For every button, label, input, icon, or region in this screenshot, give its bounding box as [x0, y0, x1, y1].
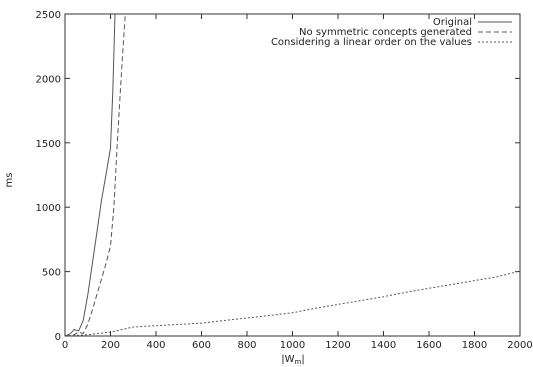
series-line-2	[65, 270, 520, 336]
x-tick-label: 1200	[325, 340, 350, 351]
y-tick-label: 2000	[36, 74, 61, 85]
plot-frame	[64, 13, 521, 337]
x-tick-label: 400	[146, 340, 165, 351]
x-tick-label: 0	[62, 340, 68, 351]
x-tick-label: 800	[237, 340, 256, 351]
x-tick-label: 1400	[371, 340, 396, 351]
x-tick-label: 1000	[280, 340, 305, 351]
legend-label-0: Original	[433, 17, 472, 28]
x-tick-label: 1600	[416, 340, 441, 351]
x-tick-label: 200	[101, 340, 120, 351]
legend-label-1: No symmetric concepts generated	[299, 27, 472, 38]
x-axis-label-main: |W	[281, 354, 294, 365]
x-tick-label: 2000	[507, 340, 532, 351]
y-tick-label: 500	[42, 268, 61, 279]
y-tick-label: 0	[55, 332, 61, 343]
y-axis-label: ms	[4, 173, 15, 188]
y-tick-label: 1500	[36, 139, 61, 150]
legend-label-2: Considering a linear order on the values	[271, 37, 472, 48]
x-axis-label: |Wm|	[281, 354, 304, 366]
series-lines	[65, 14, 520, 336]
x-axis-label-end: |	[301, 354, 304, 365]
y-tick-label: 2500	[36, 10, 61, 21]
series-line-0	[65, 14, 116, 336]
y-tick-label: 1000	[36, 203, 61, 214]
x-tick-label: 1800	[462, 340, 487, 351]
x-tick-label: 600	[192, 340, 211, 351]
x-axis-label-subscript: m	[295, 358, 302, 366]
tick-marks: 0 200 400 600 800 1000 1200 1400 1600 1800 2000 0 50…	[36, 10, 533, 351]
series-line-1	[65, 14, 126, 336]
